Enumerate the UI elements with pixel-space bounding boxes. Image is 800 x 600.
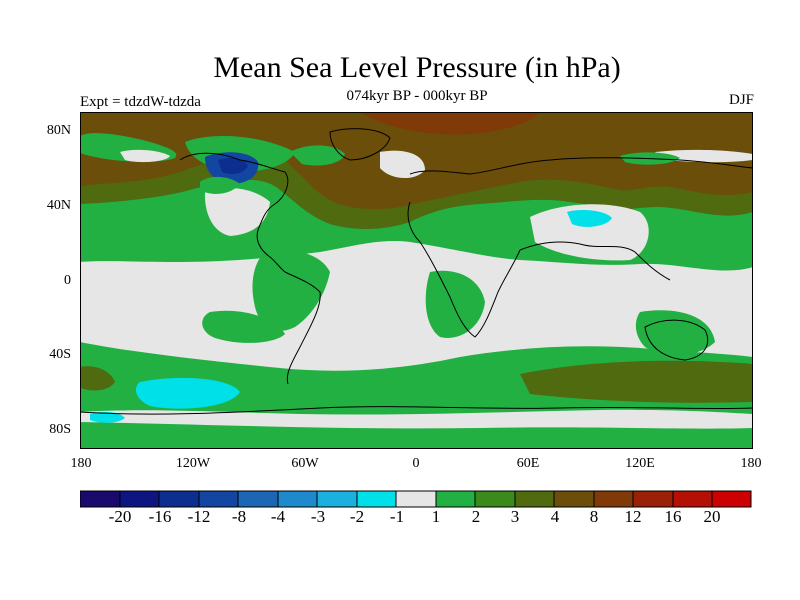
- colorbar-label: -1: [389, 507, 405, 526]
- colorbar-swatch: [593, 490, 634, 508]
- colorbar-label: 2: [471, 507, 481, 526]
- colorbar-swatch: [632, 490, 674, 508]
- lat-label-eq: 0: [64, 273, 71, 288]
- colorbar: [80, 490, 752, 508]
- lon-label-120e: 120E: [625, 456, 655, 471]
- colorbar-swatch: [158, 490, 200, 508]
- colorbar-label: -20: [108, 507, 132, 526]
- field-green-pacific-s: [202, 310, 285, 343]
- field-cyan-ross: [90, 411, 125, 423]
- colorbar-label: 8: [589, 507, 599, 526]
- colorbar-swatch: [198, 490, 239, 508]
- coast-africa: [407, 201, 521, 338]
- field-olive-south-pacific: [80, 366, 115, 391]
- coast-south-asia: [519, 241, 671, 281]
- coast-greenland: [329, 128, 391, 161]
- field-green-samerica: [252, 250, 330, 331]
- colorbar-swatch: [711, 490, 752, 508]
- colorbar-swatch: [277, 490, 318, 508]
- coast-north-america: [179, 152, 289, 273]
- coast-antarctica: [80, 406, 753, 415]
- coast-australia: [644, 319, 709, 361]
- colorbar-label: -2: [349, 507, 365, 526]
- field-neutral-bering: [120, 149, 170, 163]
- field-green-baffin: [290, 145, 345, 166]
- colorbar-label: 4: [550, 507, 560, 526]
- chart-title: Mean Sea Level Pressure (in hPa): [213, 51, 621, 84]
- lat-label-80s: 80S: [49, 422, 71, 437]
- colorbar-label: -16: [148, 507, 172, 526]
- colorbar-swatch: [514, 490, 555, 508]
- coast-eurasia-north: [409, 157, 753, 175]
- map-frame: [80, 112, 753, 449]
- lon-label-180w: 180: [70, 456, 92, 471]
- field-green-africa: [425, 270, 485, 338]
- colorbar-label: 20: [703, 507, 721, 526]
- field-green-namerica: [200, 176, 240, 194]
- field-neutral-norway: [380, 150, 425, 179]
- colorbar-label: 1: [431, 507, 441, 526]
- experiment-label: Expt = tdzdW-tdzda: [80, 94, 201, 110]
- colorbar-label: 3: [510, 507, 520, 526]
- colorbar-label: 16: [664, 507, 682, 526]
- lon-label-60e: 60E: [516, 456, 540, 471]
- colorbar-swatch: [80, 490, 121, 508]
- chart-subtitle: 074kyr BP - 000kyr BP: [346, 88, 488, 104]
- colorbar-label: -3: [310, 507, 326, 526]
- pressure-map: [80, 112, 753, 449]
- colorbar-swatch: [395, 490, 437, 508]
- season-label: DJF: [728, 92, 754, 108]
- colorbar-label: 12: [624, 507, 642, 526]
- field-olive-south-indian: [520, 360, 753, 403]
- coast-south-america: [284, 271, 321, 385]
- colorbar-label: -4: [270, 507, 286, 526]
- field-green-antarctic-coast: [80, 422, 753, 449]
- field-cyan-south-pacific: [135, 377, 240, 409]
- lon-label-60w: 60W: [291, 456, 319, 471]
- lat-label-40n: 40N: [46, 198, 71, 213]
- colorbar-swatch: [119, 490, 160, 508]
- field-neutral-asia: [530, 204, 649, 261]
- coastlines: [80, 128, 753, 415]
- lon-label-0: 0: [412, 456, 420, 471]
- field-darkbrown-arctic: [360, 112, 540, 135]
- colorbar-swatch: [474, 490, 516, 508]
- field-darkblue-baffin: [218, 158, 248, 174]
- lon-label-120w: 120W: [175, 456, 211, 471]
- colorbar-label: -8: [231, 507, 247, 526]
- colorbar-swatch: [553, 490, 595, 508]
- colorbar-swatch: [356, 490, 397, 508]
- field-neutral-namerica: [204, 187, 270, 236]
- colorbar-label: -12: [187, 507, 211, 526]
- field-cyan-tibet: [567, 210, 612, 227]
- field-green-australia: [635, 310, 715, 356]
- colorbar-swatch: [316, 490, 358, 508]
- colorbar-swatch: [435, 490, 476, 508]
- lon-label-180e: 180: [740, 456, 762, 471]
- lat-label-40s: 40S: [49, 347, 71, 362]
- lat-label-80n: 80N: [46, 123, 71, 138]
- field-neutral-siberia: [655, 149, 753, 163]
- colorbar-swatch: [672, 490, 713, 508]
- colorbar-swatch: [237, 490, 279, 508]
